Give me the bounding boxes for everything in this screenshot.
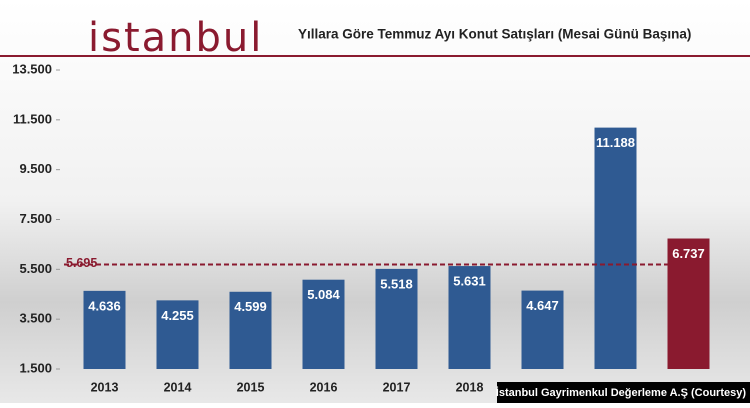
x-tick-label: 2016 bbox=[310, 380, 338, 394]
x-tick-label: 2013 bbox=[91, 380, 119, 394]
value-label: 5.518 bbox=[380, 276, 413, 291]
bar bbox=[302, 279, 345, 369]
x-tick-label: 2017 bbox=[383, 380, 411, 394]
x-tick-label: 2015 bbox=[237, 380, 265, 394]
value-label: 4.255 bbox=[161, 308, 194, 323]
reference-label: 5.695 bbox=[66, 256, 97, 270]
x-tick-label: 2014 bbox=[164, 380, 192, 394]
bar bbox=[667, 238, 710, 369]
y-tick-label: 9.500 bbox=[19, 161, 52, 176]
value-label: 4.599 bbox=[234, 299, 267, 314]
value-label: 11.188 bbox=[596, 135, 635, 150]
y-tick-label: 3.500 bbox=[19, 311, 52, 326]
source-box bbox=[497, 382, 750, 403]
bar bbox=[594, 127, 637, 369]
value-label: 4.647 bbox=[526, 298, 559, 313]
y-tick-label: 13.500 bbox=[12, 61, 52, 76]
value-label: 5.084 bbox=[307, 287, 340, 302]
bar bbox=[156, 300, 199, 369]
y-tick-label: 7.500 bbox=[19, 211, 52, 226]
bar bbox=[83, 290, 126, 369]
logo: istanbul bbox=[88, 15, 263, 61]
y-tick-label: 1.500 bbox=[19, 360, 52, 375]
x-tick-label: 2018 bbox=[456, 380, 484, 394]
bar bbox=[375, 268, 418, 369]
bar bbox=[521, 290, 564, 369]
value-label: 6.737 bbox=[672, 246, 705, 261]
y-tick-label: 5.500 bbox=[19, 261, 52, 276]
bar bbox=[448, 266, 491, 369]
value-label: 4.636 bbox=[88, 298, 121, 313]
bar bbox=[229, 291, 272, 369]
chart-title: Yıllara Göre Temmuz Ayı Konut Satışları … bbox=[298, 27, 691, 42]
source: İstanbul Gayrimenkul Değerleme A.Ş (Cour… bbox=[496, 386, 747, 399]
y-tick-label: 11.500 bbox=[13, 111, 52, 126]
value-label: 5.631 bbox=[453, 274, 486, 289]
